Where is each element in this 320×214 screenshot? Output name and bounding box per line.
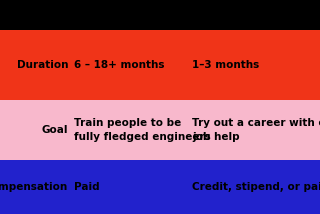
Text: Goal: Goal xyxy=(42,125,68,135)
Bar xyxy=(0,30,320,100)
Bar xyxy=(0,0,320,30)
Text: Paid: Paid xyxy=(74,182,100,192)
Text: Try out a career with on-t
job help: Try out a career with on-t job help xyxy=(192,118,320,142)
Text: Duration: Duration xyxy=(17,60,68,70)
Text: Train people to be
fully fledged engineers: Train people to be fully fledged enginee… xyxy=(74,118,211,142)
Bar xyxy=(0,160,320,214)
Text: Compensation: Compensation xyxy=(0,182,68,192)
Bar xyxy=(0,100,320,160)
Text: Credit, stipend, or paid: Credit, stipend, or paid xyxy=(192,182,320,192)
Text: 1–3 months: 1–3 months xyxy=(192,60,259,70)
Text: 6 – 18+ months: 6 – 18+ months xyxy=(74,60,164,70)
